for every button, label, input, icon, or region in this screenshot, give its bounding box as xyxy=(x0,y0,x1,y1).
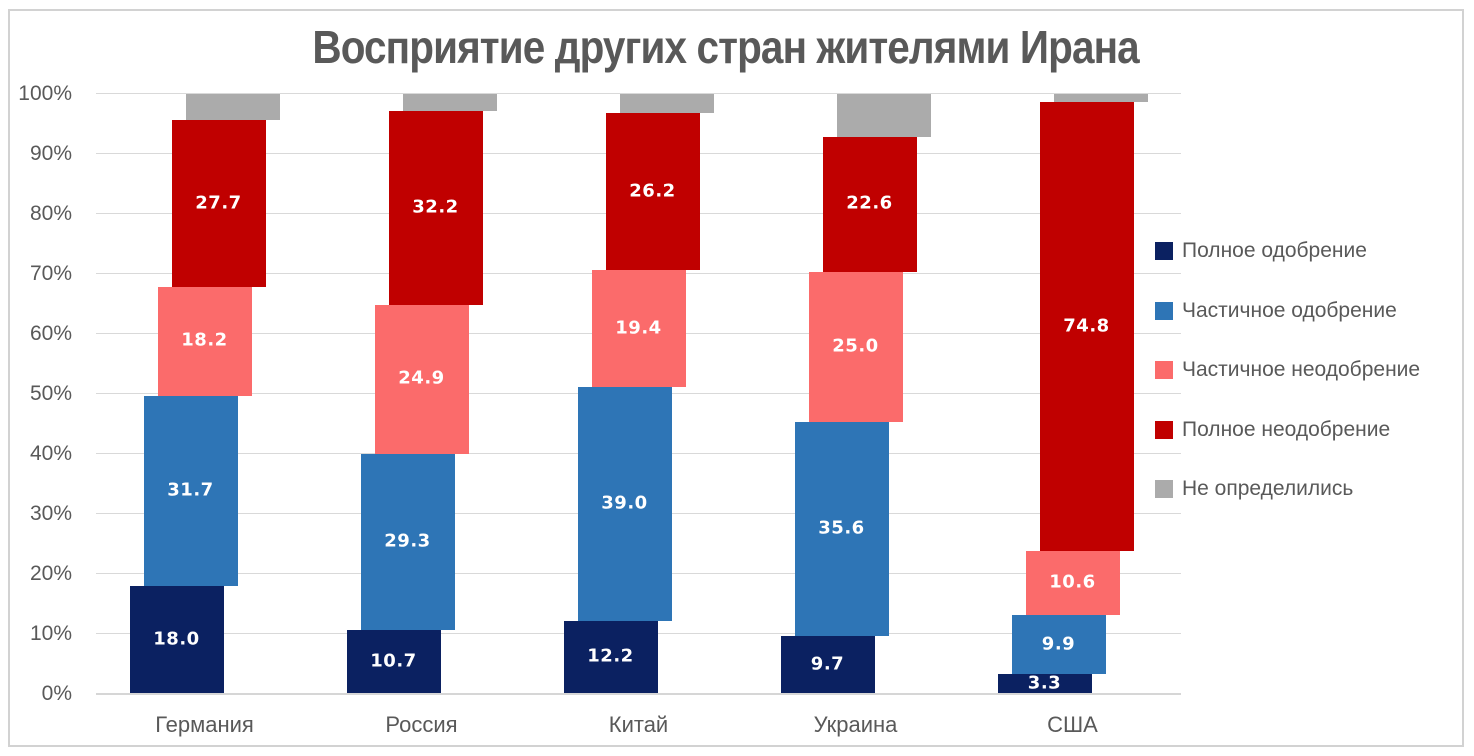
bar-segment-label: 22.6 xyxy=(846,193,893,215)
y-axis-tick-label: 100% xyxy=(18,82,72,105)
bar-segment: 35.6 xyxy=(794,422,889,636)
bar-segment: 12.2 xyxy=(563,620,658,694)
bar-segment: 27.7 xyxy=(171,120,266,287)
bar-segment: 3.3 xyxy=(997,672,1092,694)
chart-title-text: Восприятие других стран жителями Ирана xyxy=(312,21,1140,73)
legend-label: Не определились xyxy=(1182,477,1354,500)
bar-segment: 18.0 xyxy=(129,586,224,694)
x-axis-line xyxy=(96,693,1181,695)
x-axis-category-labels: Германия Россия Китай Украина США xyxy=(0,712,1474,742)
legend-label: Частичное одобрение xyxy=(1182,298,1397,322)
bar-segment: 26.2 xyxy=(605,113,700,271)
y-axis-tick-label: 80% xyxy=(29,202,72,225)
x-axis-category-label: Германия xyxy=(155,712,254,737)
x-axis-category-label: Россия xyxy=(385,712,458,737)
bar-segment: 19.4 xyxy=(591,270,686,387)
x-axis-category-label: США xyxy=(1047,712,1098,737)
bar-segment-label: 10.6 xyxy=(1049,571,1096,593)
x-axis-category-label: Украина xyxy=(813,712,898,737)
bar-segment: 39.0 xyxy=(577,386,672,621)
y-axis-tick-label: 50% xyxy=(29,382,72,405)
legend-item: Частичное неодобрение xyxy=(1155,358,1420,382)
x-axis-category-label: Китай xyxy=(608,712,669,737)
y-axis-tick-labels: 0% 10% 20% 30% 40% 50% 60% 70% 80% 90% 100% xyxy=(8,82,72,705)
bar-segment: 22.6 xyxy=(822,136,917,273)
y-axis-tick-label: 70% xyxy=(29,262,72,285)
bar-segment-label: 19.4 xyxy=(615,317,662,339)
y-axis-tick-label: 30% xyxy=(29,502,72,525)
y-axis-tick-label: 40% xyxy=(29,442,72,465)
bar-segment: 9.9 xyxy=(1011,614,1106,675)
bar-segment-label: 10.7 xyxy=(370,650,417,672)
legend-item: Полное неодобрение xyxy=(1155,418,1390,442)
y-axis-tick-label: 90% xyxy=(29,142,72,165)
plot-area: 18.0 31.7 18.2 27.7 10.7 29.3 24.9 32.2 12.2 39.0… xyxy=(96,93,1181,695)
bar-segment xyxy=(1053,94,1148,103)
bar-segment-label: 39.0 xyxy=(601,492,648,514)
bar-segment xyxy=(402,94,497,112)
chart-border-frame xyxy=(8,9,1464,747)
bar-segment-label: 27.7 xyxy=(195,192,242,214)
legend-swatch-icon xyxy=(1155,242,1173,260)
bar-segment-label: 12.2 xyxy=(587,646,634,668)
bar-segment-label: 9.9 xyxy=(1041,633,1076,655)
gridline xyxy=(96,93,1181,94)
bar-segment-label: 26.2 xyxy=(629,180,676,202)
bar-segment: 32.2 xyxy=(388,111,483,305)
legend-label: Полное неодобрение xyxy=(1182,417,1391,441)
bar-segment-label: 31.7 xyxy=(167,479,214,501)
legend-item: Частичное одобрение xyxy=(1155,299,1397,323)
bar-segment: 74.8 xyxy=(1039,102,1134,552)
bar-segment xyxy=(836,94,931,137)
chart-title: Восприятие других стран жителями Ирана xyxy=(0,20,1452,74)
bar-segment-label: 35.6 xyxy=(818,517,865,539)
bar-segment xyxy=(619,94,714,114)
bar-segment: 31.7 xyxy=(143,395,238,586)
legend-label: Частичное неодобрение xyxy=(1182,358,1421,381)
legend-item: Не определились xyxy=(1155,477,1353,501)
bar-segment-label: 24.9 xyxy=(398,367,445,389)
legend-item: Полное одобрение xyxy=(1155,239,1367,263)
bar-segment: 24.9 xyxy=(374,304,469,454)
y-axis-tick-label: 60% xyxy=(29,322,72,345)
bar-segment-label: 9.7 xyxy=(810,653,845,675)
bar-segment-label: 29.3 xyxy=(384,530,431,552)
y-axis-tick-label: 20% xyxy=(29,562,72,585)
bar-segment-label: 25.0 xyxy=(832,335,879,357)
legend-label: Полное одобрение xyxy=(1182,239,1367,262)
legend-swatch-icon xyxy=(1155,301,1173,320)
bar-segment-label: 18.0 xyxy=(153,628,200,650)
bar-segment xyxy=(185,94,280,121)
y-axis-tick-label: 10% xyxy=(29,622,72,645)
bar-segment: 10.7 xyxy=(346,629,441,694)
bar-segment: 10.6 xyxy=(1025,551,1120,615)
bar-segment-label: 32.2 xyxy=(412,196,459,218)
legend-swatch-icon xyxy=(1155,480,1173,498)
bar-segment-label: 3.3 xyxy=(1027,672,1062,694)
bar-segment: 25.0 xyxy=(808,272,903,423)
bar-segment: 18.2 xyxy=(157,286,252,396)
bar-segment-label: 74.8 xyxy=(1063,315,1110,337)
legend-swatch-icon xyxy=(1155,361,1173,379)
legend-swatch-icon xyxy=(1155,420,1173,439)
bar-segment: 9.7 xyxy=(780,635,875,694)
bar-segment: 29.3 xyxy=(360,454,455,630)
y-axis-tick-label: 0% xyxy=(41,682,72,705)
bar-segment-label: 18.2 xyxy=(181,329,228,351)
